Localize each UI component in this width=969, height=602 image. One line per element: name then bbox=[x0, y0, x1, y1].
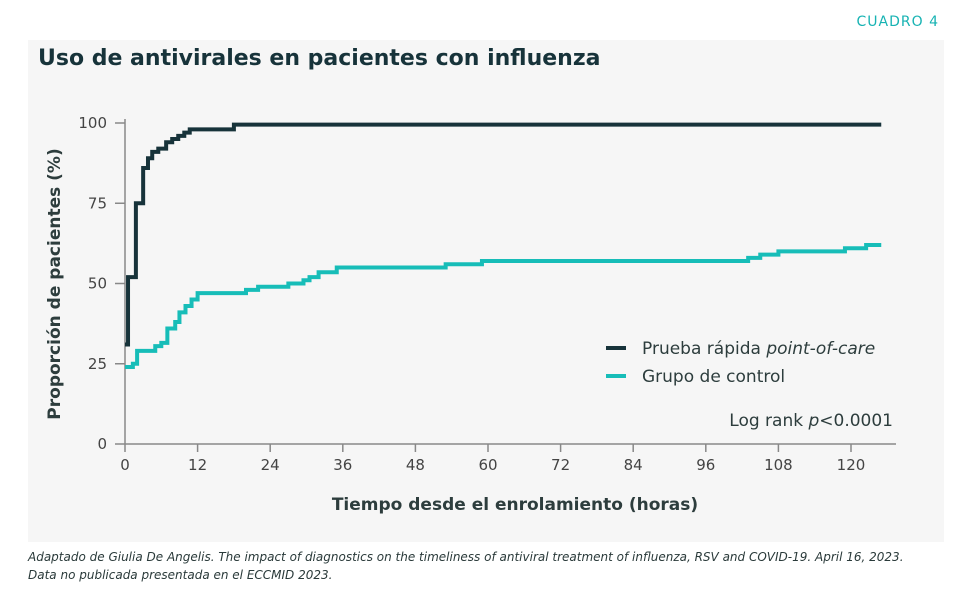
x-tick-label: 120 bbox=[837, 456, 866, 474]
series-line-2 bbox=[125, 242, 882, 369]
x-tick-label: 24 bbox=[261, 456, 280, 474]
x-tick-label: 84 bbox=[624, 456, 643, 474]
x-tick-label: 60 bbox=[478, 456, 497, 474]
y-tick-label: 50 bbox=[88, 275, 107, 293]
y-tick-label: 100 bbox=[78, 114, 107, 132]
source-caption: Adaptado de Giulia De Angelis. The impac… bbox=[28, 548, 958, 584]
figure-badge: CUADRO 4 bbox=[856, 14, 939, 30]
legend-label: Grupo de control bbox=[642, 367, 785, 387]
y-axis-label: Proporción de pacientes (%) bbox=[45, 148, 65, 419]
x-tick-label: 12 bbox=[188, 456, 207, 474]
x-tick-label: 96 bbox=[696, 456, 715, 474]
series-line-1 bbox=[125, 122, 882, 347]
log-rank-annotation: Log rank p<0.0001 bbox=[729, 411, 893, 431]
legend-label: Prueba rápida point-of-care bbox=[642, 339, 875, 359]
x-tick-label: 48 bbox=[406, 456, 425, 474]
caption-line-1: Adaptado de Giulia De Angelis. The impac… bbox=[28, 550, 904, 564]
chart-title: Uso de antivirales en pacientes con infl… bbox=[38, 46, 601, 71]
y-tick-label: 25 bbox=[88, 355, 107, 373]
x-tick-label: 72 bbox=[551, 456, 570, 474]
x-tick-label: 0 bbox=[120, 456, 130, 474]
y-tick-label: 0 bbox=[97, 435, 107, 453]
x-tick-label: 108 bbox=[764, 456, 793, 474]
y-tick-label: 75 bbox=[88, 194, 107, 212]
x-tick-label: 36 bbox=[333, 456, 352, 474]
x-axis-label: Tiempo desde el enrolamiento (horas) bbox=[332, 495, 698, 515]
caption-line-2: Data no publicada presentada en el ECCMI… bbox=[28, 568, 333, 582]
